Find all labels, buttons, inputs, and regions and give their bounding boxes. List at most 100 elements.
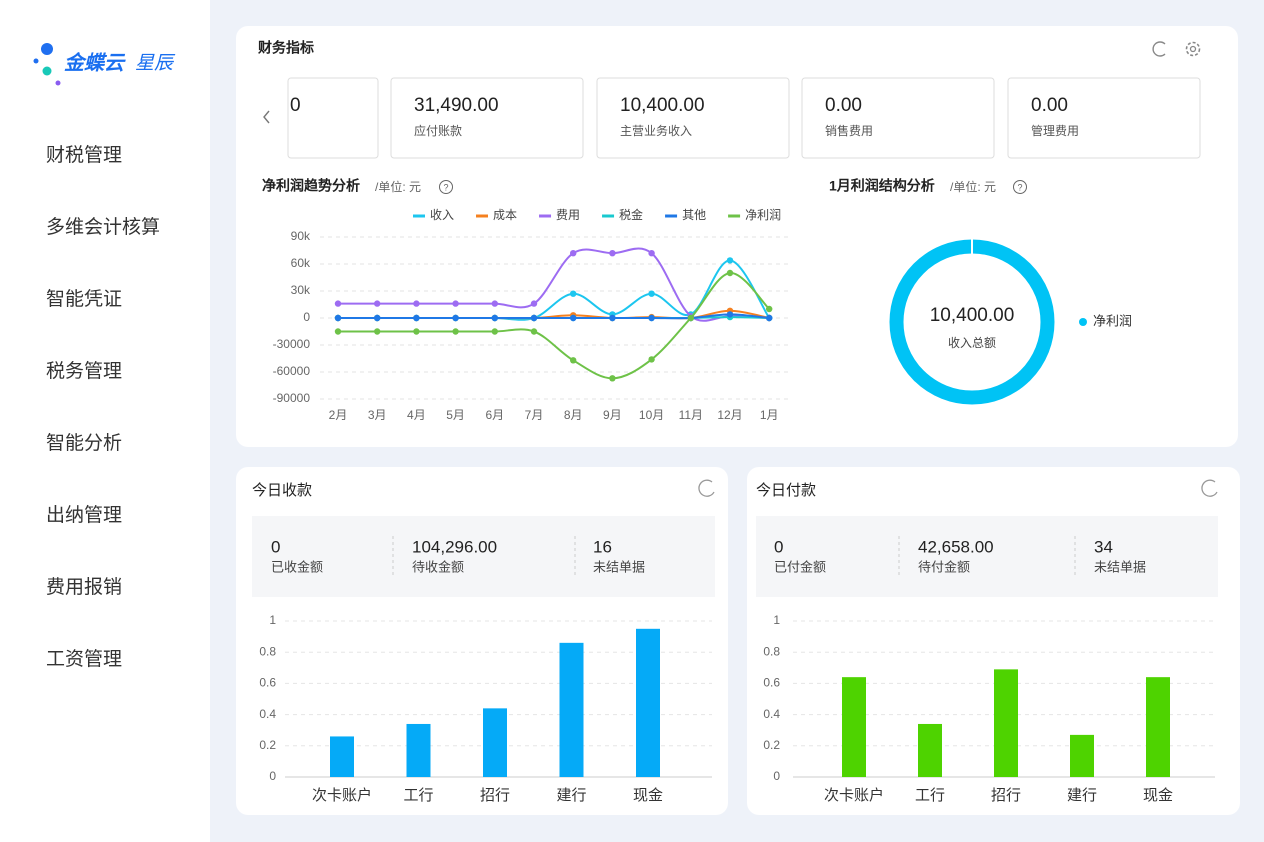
- legend-label[interactable]: 净利润: [745, 208, 781, 222]
- x-tick-label: 次卡账户: [824, 787, 884, 804]
- point: [726, 257, 734, 264]
- x-tick-label: 12月: [717, 408, 742, 422]
- series-line: [338, 313, 770, 320]
- bar: [842, 677, 866, 777]
- x-tick-label: 11月: [679, 408, 703, 422]
- point: [452, 300, 459, 307]
- x-tick-label: 工行: [915, 787, 945, 804]
- point: [413, 314, 420, 322]
- y-tick-label: 1: [773, 613, 780, 627]
- stat-value: 0: [271, 537, 280, 556]
- x-tick-label: 10月: [639, 408, 664, 422]
- menu-item[interactable]: 智能分析: [46, 432, 122, 454]
- settings-icon[interactable]: [1185, 41, 1201, 57]
- legend-label[interactable]: 净利润: [1093, 313, 1132, 328]
- y-tick-label: 0.8: [259, 644, 276, 658]
- point: [609, 375, 616, 382]
- y-tick-label: 0.2: [259, 738, 276, 752]
- point: [570, 314, 577, 322]
- point: [452, 314, 459, 322]
- metric-value: 0.00: [825, 95, 862, 116]
- metric-label: 销售费用: [825, 123, 873, 138]
- bar: [918, 723, 942, 777]
- point: [413, 300, 420, 307]
- stat-label: 待收金额: [412, 559, 464, 574]
- menu-item[interactable]: 工资管理: [46, 648, 122, 670]
- metric-value: 0.00: [1031, 95, 1068, 116]
- menu-item[interactable]: 智能凭证: [46, 288, 122, 310]
- menu-item[interactable]: 费用报销: [46, 576, 122, 598]
- legend-label[interactable]: 其他: [682, 208, 706, 222]
- legend-label[interactable]: 费用: [556, 208, 580, 222]
- metric-value: 10,400.00: [620, 95, 705, 116]
- point: [530, 314, 538, 322]
- refresh-icon[interactable]: [1152, 41, 1166, 57]
- panel-title: 今日付款: [756, 482, 816, 499]
- legend-label[interactable]: 成本: [493, 208, 517, 222]
- stats-box: [756, 516, 1218, 597]
- metric-card: [801, 77, 995, 159]
- point: [766, 305, 773, 313]
- legend-label[interactable]: 收入: [430, 208, 454, 222]
- fade: [236, 76, 286, 162]
- logo: 金蝶云: [64, 51, 126, 74]
- point: [609, 250, 616, 257]
- y-tick-label: 0.6: [259, 676, 276, 690]
- stat-label: 已付金额: [774, 559, 826, 574]
- x-tick-label: 9月: [603, 408, 622, 422]
- stat-value: 16: [593, 537, 612, 556]
- help-icon: ?: [1017, 182, 1022, 192]
- menu-item[interactable]: 财税管理: [46, 144, 122, 166]
- y-tick-label: 90k: [291, 229, 311, 243]
- point: [374, 314, 381, 322]
- y-tick-label: 0.4: [763, 707, 780, 721]
- x-tick-label: 5月: [446, 408, 465, 422]
- settings-icon: [1189, 45, 1197, 53]
- metric-label: 应付账款: [414, 123, 462, 138]
- menu-item[interactable]: 出纳管理: [46, 504, 122, 526]
- bar: [636, 628, 660, 777]
- point: [413, 328, 420, 335]
- help-icon: [439, 180, 453, 194]
- x-tick-label: 4月: [407, 408, 426, 422]
- prev-arrow[interactable]: [263, 110, 270, 124]
- x-tick-label: 现金: [1143, 787, 1173, 804]
- legend-dot: [1079, 318, 1087, 326]
- stats-box: [252, 516, 715, 597]
- refresh-icon[interactable]: [1201, 479, 1218, 497]
- point: [726, 269, 734, 277]
- logo-dot: [33, 58, 39, 64]
- x-tick-label: 工行: [403, 787, 433, 804]
- y-tick-label: 0: [269, 769, 276, 783]
- point: [570, 357, 577, 364]
- menu-item[interactable]: 多维会计核算: [46, 216, 160, 238]
- point: [334, 328, 342, 335]
- point: [726, 311, 734, 318]
- y-tick-label: -60000: [273, 364, 311, 378]
- chart-unit: /单位: 元: [375, 179, 421, 194]
- y-tick-label: -30000: [273, 337, 311, 351]
- bar: [994, 669, 1018, 777]
- menu-item[interactable]: 税务管理: [46, 360, 122, 382]
- point: [648, 356, 655, 363]
- metric-value: 31,490.00: [414, 95, 499, 116]
- refresh-icon[interactable]: [698, 479, 715, 497]
- point: [334, 314, 342, 322]
- legend-label[interactable]: 税金: [619, 207, 643, 222]
- bar: [1146, 677, 1170, 777]
- help-icon: ?: [443, 182, 448, 192]
- panel-title: 今日收款: [252, 482, 312, 499]
- stat-value: 104,296.00: [412, 537, 497, 556]
- chart-title: 净利润趋势分析: [262, 178, 360, 194]
- metric-value: 0: [290, 95, 301, 116]
- y-tick-label: 0.4: [259, 707, 276, 721]
- metric-card: [1007, 77, 1201, 159]
- y-tick-label: -90000: [273, 391, 311, 405]
- stat-label: 已收金额: [271, 559, 323, 574]
- y-tick-label: 0: [773, 769, 780, 783]
- x-tick-label: 次卡账户: [312, 787, 372, 804]
- bar: [559, 642, 584, 777]
- center-label: 收入总额: [948, 336, 996, 350]
- point: [374, 300, 381, 307]
